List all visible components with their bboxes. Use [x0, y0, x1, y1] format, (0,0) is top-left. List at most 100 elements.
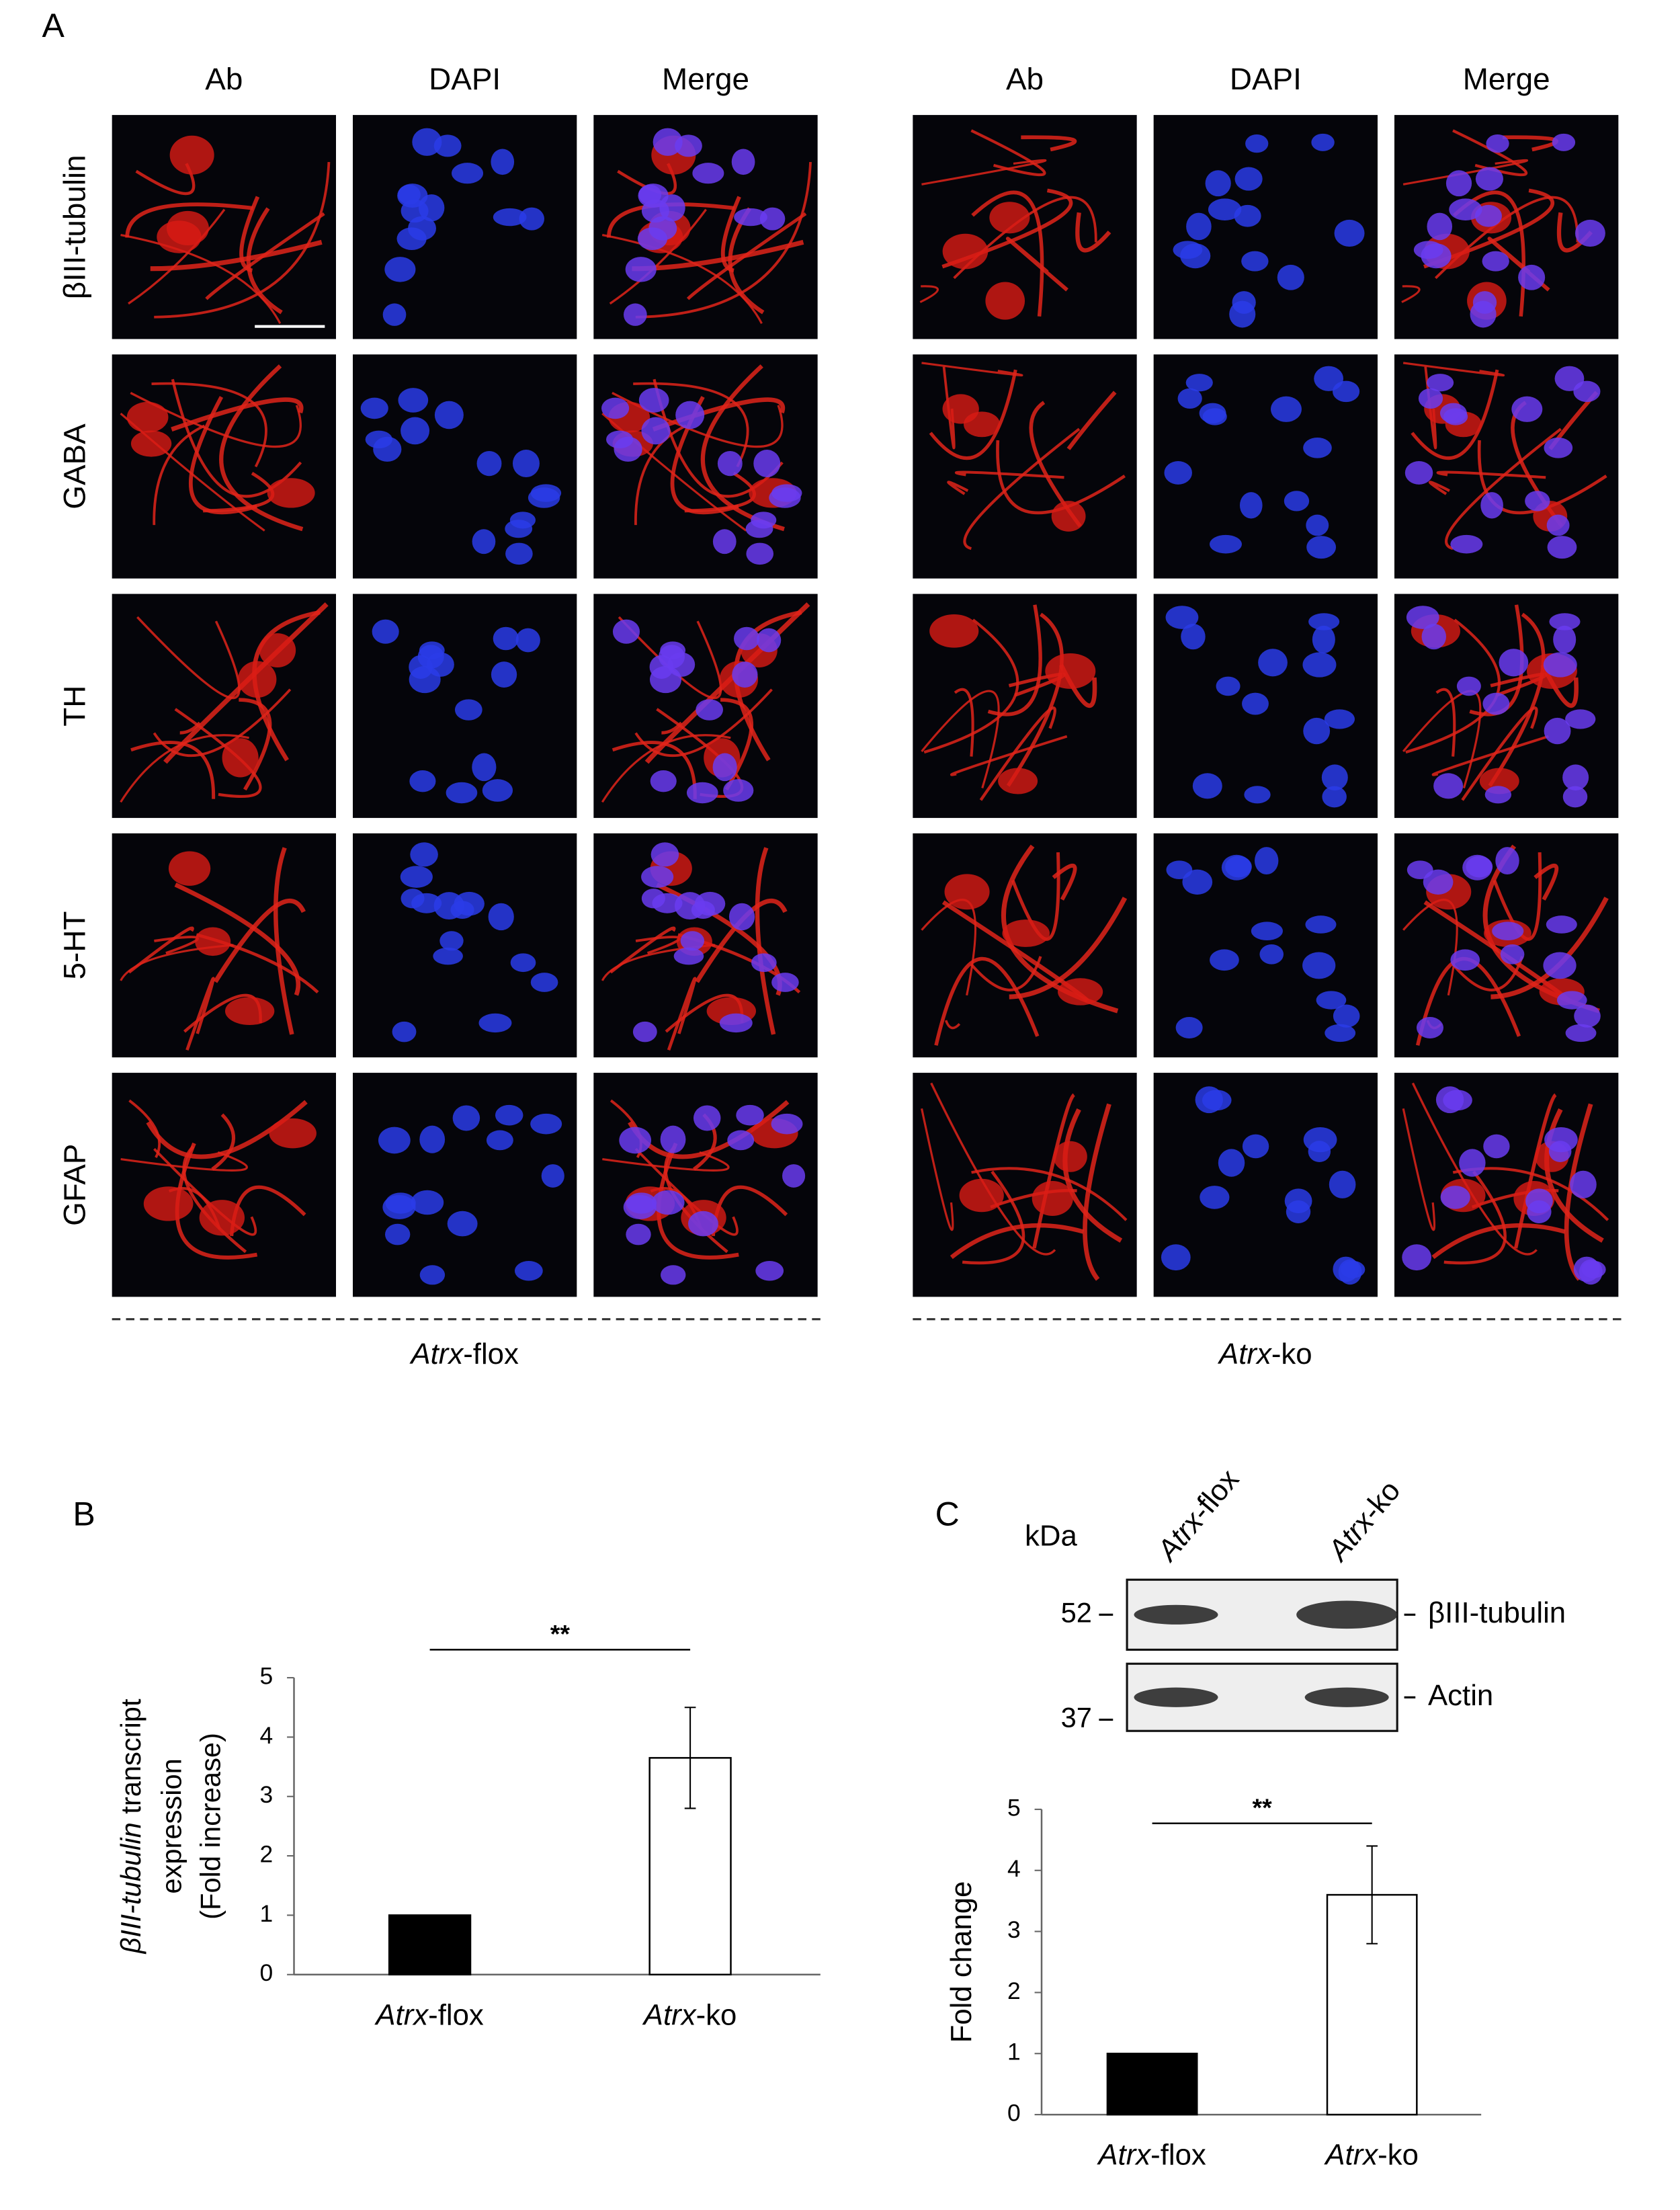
y-tick-label: 5: [260, 1662, 274, 1689]
neurite: [128, 208, 226, 305]
y-tick-label: 5: [1007, 1794, 1021, 1821]
nucleus: [472, 529, 496, 555]
nucleus: [400, 866, 433, 888]
nucleus: [1525, 491, 1550, 511]
soma: [199, 1200, 245, 1236]
nucleus: [397, 183, 428, 208]
nucleus: [505, 542, 533, 565]
significance: **: [1253, 1793, 1273, 1822]
group-label: Atrx-ko: [1217, 1337, 1312, 1370]
nucleus: [482, 779, 513, 802]
nucleus: [1325, 1024, 1356, 1042]
nucleus: [1475, 167, 1504, 191]
nucleus: [1439, 403, 1467, 423]
band: [1134, 1687, 1218, 1707]
nucleus: [746, 542, 774, 565]
nucleus: [398, 388, 429, 413]
panel-label: C: [935, 1496, 960, 1533]
nucleus: [452, 163, 484, 184]
nucleus: [1427, 374, 1454, 392]
nucleus: [619, 1127, 652, 1154]
nucleus: [530, 484, 562, 502]
nucleus: [1166, 860, 1193, 880]
nucleus: [1303, 717, 1331, 745]
nucleus: [660, 641, 686, 659]
nucleus: [1544, 1127, 1578, 1153]
nucleus: [1306, 536, 1337, 559]
error-bar: [684, 1707, 696, 1809]
nucleus: [472, 753, 497, 782]
nucleus: [1303, 438, 1332, 458]
neurite: [1452, 956, 1524, 991]
nucleus: [1511, 396, 1543, 422]
x-tick-label-rest: -ko: [1378, 2138, 1419, 2171]
neurite: [1534, 864, 1559, 901]
neurite: [670, 396, 739, 515]
nucleus: [476, 450, 502, 477]
nucleus: [1570, 1170, 1597, 1198]
soma: [944, 874, 990, 910]
nucleus: [1316, 991, 1347, 1010]
nucleus: [409, 770, 436, 792]
channel-label: DAPI: [429, 62, 501, 96]
neurite: [634, 688, 773, 758]
marker-label: βIII-tubulin: [58, 155, 92, 299]
neurite: [1435, 688, 1456, 757]
nucleus: [433, 947, 463, 965]
nucleus: [373, 436, 402, 462]
channel-label: Ab: [1006, 62, 1044, 96]
neurite: [1401, 285, 1421, 303]
nucleus: [723, 779, 754, 802]
nucleus: [1173, 241, 1203, 259]
band: [1304, 1687, 1389, 1707]
nucleus: [1579, 1259, 1603, 1285]
nucleus: [1482, 692, 1510, 715]
soma: [989, 202, 1030, 234]
nucleus: [728, 903, 755, 931]
nucleus: [692, 163, 724, 184]
band-label: Actin: [1428, 1679, 1493, 1712]
soma: [267, 478, 315, 508]
neurite: [686, 212, 807, 300]
soma: [1032, 1181, 1073, 1217]
neurite: [1469, 604, 1524, 717]
soma: [1002, 919, 1050, 947]
neurite: [120, 234, 282, 324]
nucleus: [717, 450, 743, 477]
nucleus: [1164, 460, 1192, 485]
neurite: [274, 847, 294, 1035]
neurite: [1436, 470, 1546, 479]
nucleus: [1402, 1244, 1432, 1271]
neurite: [1052, 864, 1077, 901]
neurite: [733, 610, 802, 762]
soma: [259, 633, 296, 667]
channel-label: Ab: [205, 62, 243, 96]
significance: **: [550, 1619, 571, 1647]
group-label-rest: -flox: [463, 1337, 519, 1370]
unit-label: kDa: [1025, 1519, 1077, 1552]
nucleus: [638, 388, 669, 413]
neurite: [203, 472, 275, 513]
neurite: [153, 424, 206, 526]
nucleus: [1433, 773, 1464, 799]
nucleus: [493, 626, 519, 651]
neurite: [695, 898, 788, 983]
nucleus: [1210, 949, 1239, 971]
y-tick-label: 4: [260, 1722, 274, 1749]
nucleus: [493, 208, 527, 227]
nucleus: [1406, 606, 1439, 629]
x-tick-label-italic: Atrx: [1096, 2138, 1152, 2171]
nucleus: [1308, 613, 1340, 630]
neurite: [1443, 1170, 1507, 1265]
nucleus: [637, 227, 668, 251]
nucleus: [1306, 514, 1329, 536]
nucleus: [519, 207, 544, 231]
micrograph: [353, 115, 577, 339]
nucleus: [661, 1265, 686, 1285]
y-tick-label: 2: [1007, 1977, 1021, 2004]
neurite: [634, 424, 687, 526]
micrograph: [353, 354, 577, 579]
nucleus: [1549, 613, 1581, 630]
soma: [1479, 768, 1519, 794]
micrograph: [913, 354, 1137, 579]
